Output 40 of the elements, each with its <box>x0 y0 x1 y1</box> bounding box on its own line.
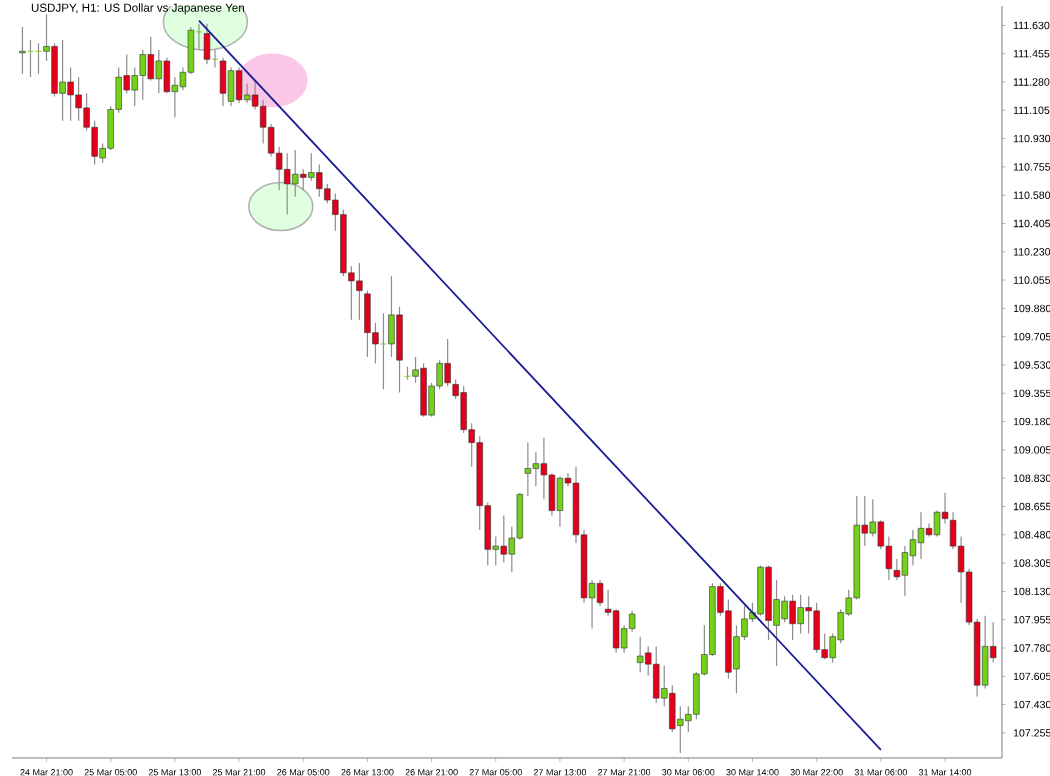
candlestick <box>292 149 299 198</box>
candlestick <box>901 545 909 597</box>
candlestick <box>500 514 507 563</box>
candlestick <box>653 645 660 704</box>
candlestick <box>981 615 989 690</box>
candlestick <box>917 511 925 560</box>
candlestick <box>51 42 58 98</box>
candlestick <box>380 312 387 390</box>
candlestick <box>75 76 82 122</box>
candlestick <box>396 306 403 394</box>
candlestick <box>797 594 804 635</box>
candlestick <box>300 168 307 191</box>
candlestick <box>669 684 676 733</box>
candlestick <box>524 442 532 497</box>
candlestick <box>813 602 820 654</box>
candlestick <box>227 66 235 107</box>
candlestick <box>139 49 146 101</box>
candlestick <box>356 262 363 321</box>
candlestick <box>781 595 788 623</box>
candlestick <box>388 275 395 358</box>
candlestick <box>757 564 764 617</box>
candlestick <box>284 152 291 216</box>
candlestick <box>19 26 26 75</box>
candlestick <box>636 636 644 673</box>
candlestick <box>364 290 371 358</box>
candlestick <box>444 338 451 387</box>
candlestick <box>420 362 427 418</box>
candlestick <box>308 152 315 182</box>
candlestick <box>556 475 564 528</box>
candlestick <box>203 23 211 65</box>
candlestick <box>235 66 243 104</box>
candlestick <box>67 66 74 122</box>
candlestick <box>155 49 163 94</box>
candlestick <box>163 57 171 94</box>
candlestick <box>219 57 227 107</box>
candlestick <box>316 163 323 198</box>
candlestick <box>59 39 66 122</box>
candlestick <box>789 594 796 641</box>
candlestick <box>612 608 620 654</box>
candlestick <box>147 36 154 81</box>
